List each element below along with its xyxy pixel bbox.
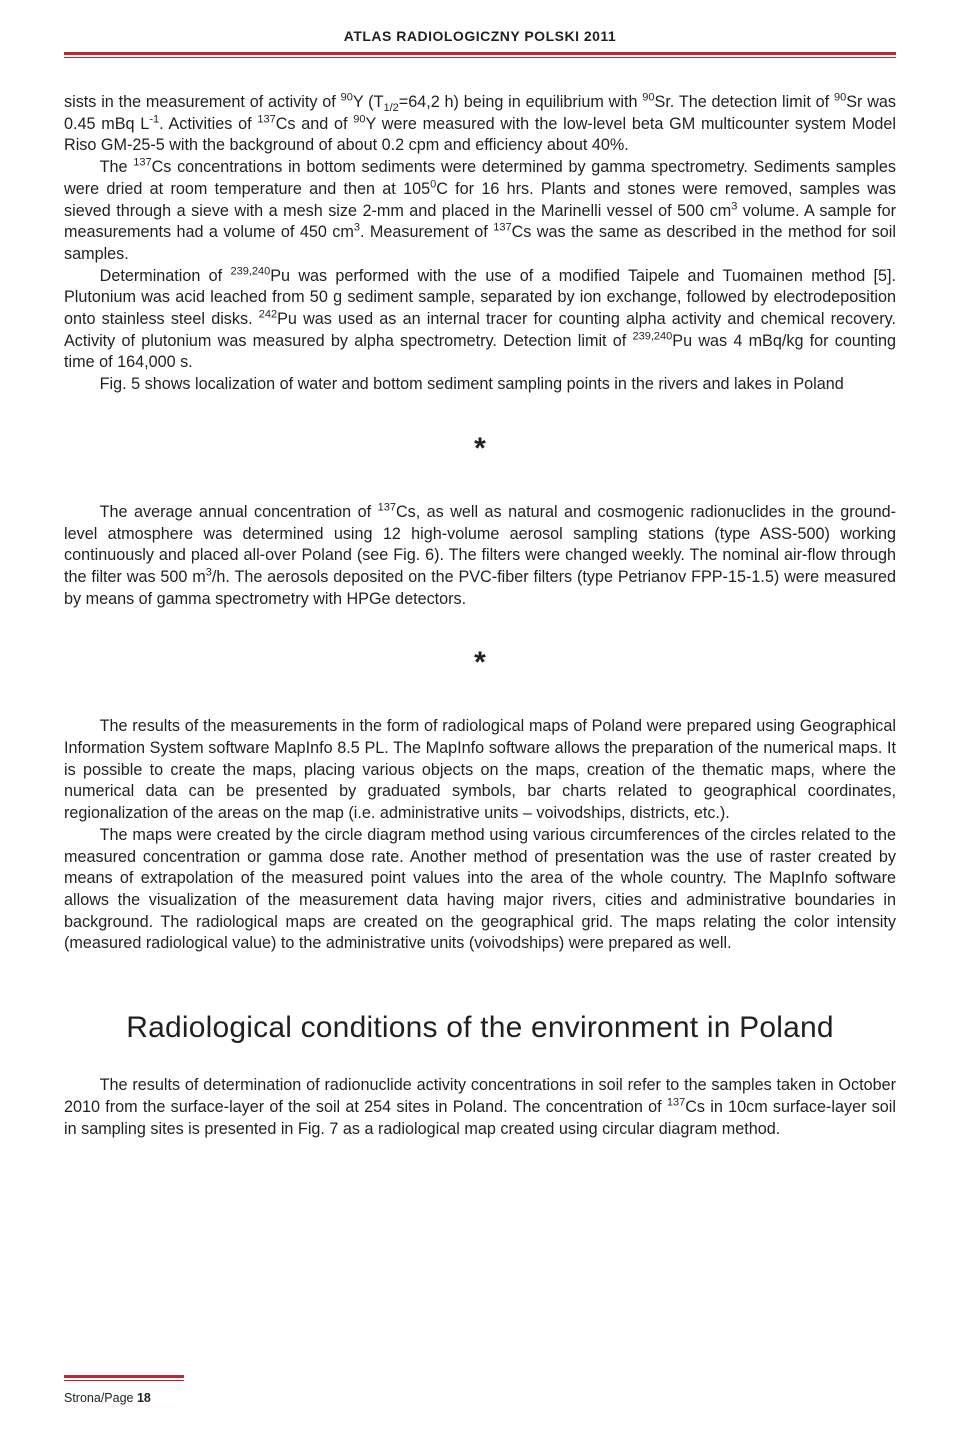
section-heading: Radiological conditions of the environme… (64, 1011, 896, 1045)
section-paragraph: The results of determination of radionuc… (64, 1075, 896, 1140)
footer-label: Strona/Page (64, 1391, 137, 1405)
body-paragraph-4: Fig. 5 shows localization of water and b… (64, 374, 896, 396)
section-separator: * (64, 434, 896, 464)
section-separator: * (64, 648, 896, 678)
header-rule (64, 52, 896, 58)
body-paragraph-5: The average annual concentration of 137C… (64, 502, 896, 611)
running-head: ATLAS RADIOLOGICZNY POLSKI 2011 (64, 28, 896, 50)
body-paragraph-2: The 137Cs concentrations in bottom sedim… (64, 157, 896, 266)
footer-rule (64, 1375, 184, 1381)
body-paragraph-6: The results of the measurements in the f… (64, 716, 896, 825)
page-number: 18 (137, 1391, 151, 1405)
footer-text: Strona/Page 18 (64, 1391, 896, 1405)
body-paragraph-1: sists in the measurement of activity of … (64, 92, 896, 157)
body-paragraph-7: The maps were created by the circle diag… (64, 825, 896, 955)
page-footer: Strona/Page 18 (64, 1375, 896, 1405)
body-paragraph-3: Determination of 239,240Pu was performed… (64, 266, 896, 375)
